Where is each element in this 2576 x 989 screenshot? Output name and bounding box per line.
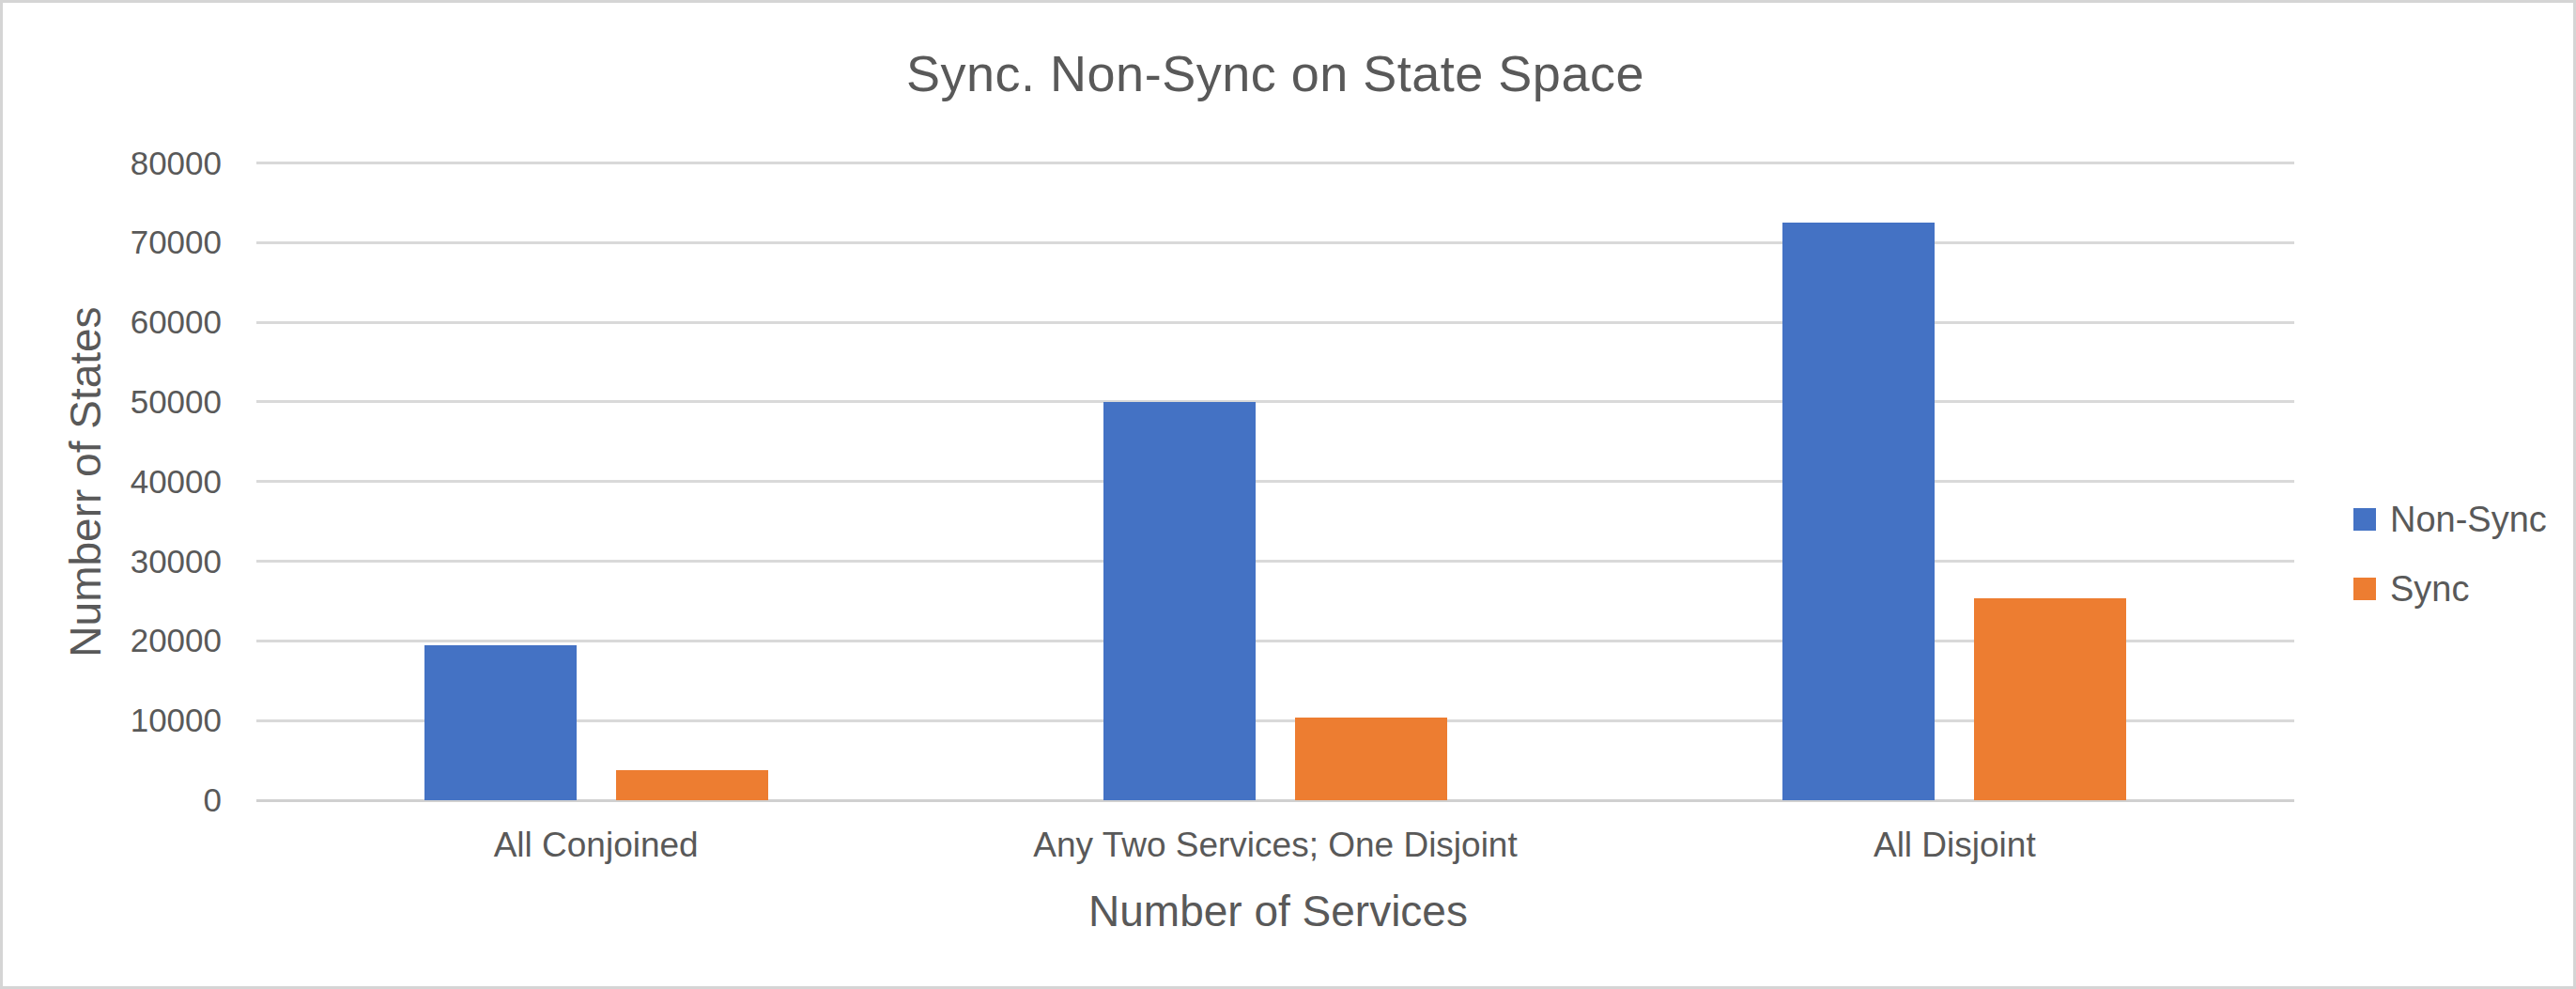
y-tick-label: 80000 [3,145,222,182]
y-tick-label: 20000 [3,622,222,659]
y-tick-label: 70000 [3,224,222,261]
y-gridline [256,560,2294,563]
category-label: All Disjoint [1874,826,2036,865]
y-gridline [256,400,2294,403]
bar-non-sync [1782,223,1935,800]
y-tick-label: 40000 [3,463,222,501]
y-gridline [256,241,2294,244]
chart-title: Sync. Non-Sync on State Space [256,44,2294,102]
bar-sync [1974,598,2126,800]
y-gridline [256,162,2294,164]
y-tick-label: 50000 [3,383,222,421]
y-tick-label: 60000 [3,303,222,341]
y-tick-label: 10000 [3,702,222,739]
bar-chart: Sync. Non-Sync on State Space Numberr of… [0,0,2576,989]
bar-non-sync [424,645,577,800]
bar-non-sync [1103,402,1256,800]
legend-item: Non-Sync [2353,508,2547,531]
legend: Non-Sync Sync [2353,508,2547,647]
bar-sync [1295,718,1447,800]
y-gridline [256,480,2294,483]
bar-sync [616,770,768,800]
x-axis-title: Number of Services [1088,886,1468,936]
category-label: All Conjoined [494,826,699,865]
legend-label: Non-Sync [2390,500,2547,540]
legend-swatch-icon [2353,578,2376,600]
legend-swatch-icon [2353,508,2376,531]
legend-item: Sync [2353,578,2547,600]
y-gridline [256,321,2294,324]
y-tick-label: 30000 [3,543,222,580]
category-label: Any Two Services; One Disjoint [1033,826,1517,865]
y-tick-label: 0 [3,781,222,819]
legend-label: Sync [2390,569,2469,610]
